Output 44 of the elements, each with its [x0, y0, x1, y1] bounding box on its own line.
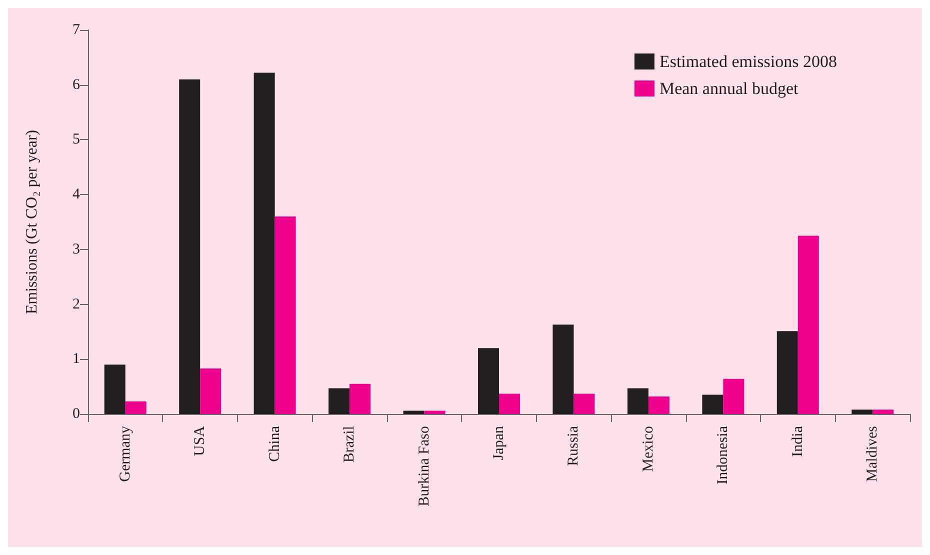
x-tick-label: Japan — [491, 426, 507, 460]
bar — [723, 378, 744, 414]
y-tick-label: 6 — [72, 76, 80, 93]
x-tick-label: Germany — [117, 426, 134, 482]
bar — [478, 348, 499, 414]
bar — [424, 410, 446, 414]
bar — [125, 401, 146, 414]
x-tick-label: Burkina Faso — [416, 426, 432, 506]
bar — [872, 410, 894, 414]
y-tick-label: 3 — [72, 241, 80, 258]
legend-label: Mean annual budget — [659, 79, 799, 98]
x-tick-label: Russia — [566, 426, 582, 466]
legend-label: Estimated emissions 2008 — [659, 52, 837, 71]
y-tick-label: 7 — [72, 22, 80, 38]
bar — [702, 394, 724, 414]
x-tick-label: Maldives — [864, 426, 881, 482]
bar — [574, 394, 595, 414]
bar — [648, 396, 670, 414]
bar — [104, 364, 126, 414]
y-tick-label: 2 — [72, 296, 80, 312]
y-tick-label: 1 — [72, 351, 80, 368]
bar — [499, 394, 520, 414]
x-tick-label: Indonesia — [715, 426, 732, 484]
bar — [179, 79, 200, 414]
bar — [852, 410, 873, 414]
x-tick-label: Mexico — [640, 426, 656, 472]
bar — [776, 331, 798, 414]
y-tick-label: 0 — [72, 406, 80, 422]
bar — [627, 388, 648, 414]
y-tick-label: 4 — [72, 186, 80, 203]
y-axis-title: Emissions (Gt CO₂ per year) — [24, 130, 40, 314]
x-tick-label: China — [266, 426, 283, 462]
bar — [552, 324, 574, 414]
bar — [254, 72, 275, 414]
y-tick-label: 5 — [72, 132, 80, 148]
bar — [200, 368, 222, 414]
bar — [403, 410, 424, 414]
x-tick-label: Brazil — [342, 426, 358, 463]
x-tick-label: India — [790, 426, 806, 457]
bar — [350, 384, 371, 414]
bar — [798, 236, 819, 414]
x-tick-label: USA — [192, 426, 208, 456]
bar — [328, 388, 350, 414]
bar — [274, 216, 296, 414]
